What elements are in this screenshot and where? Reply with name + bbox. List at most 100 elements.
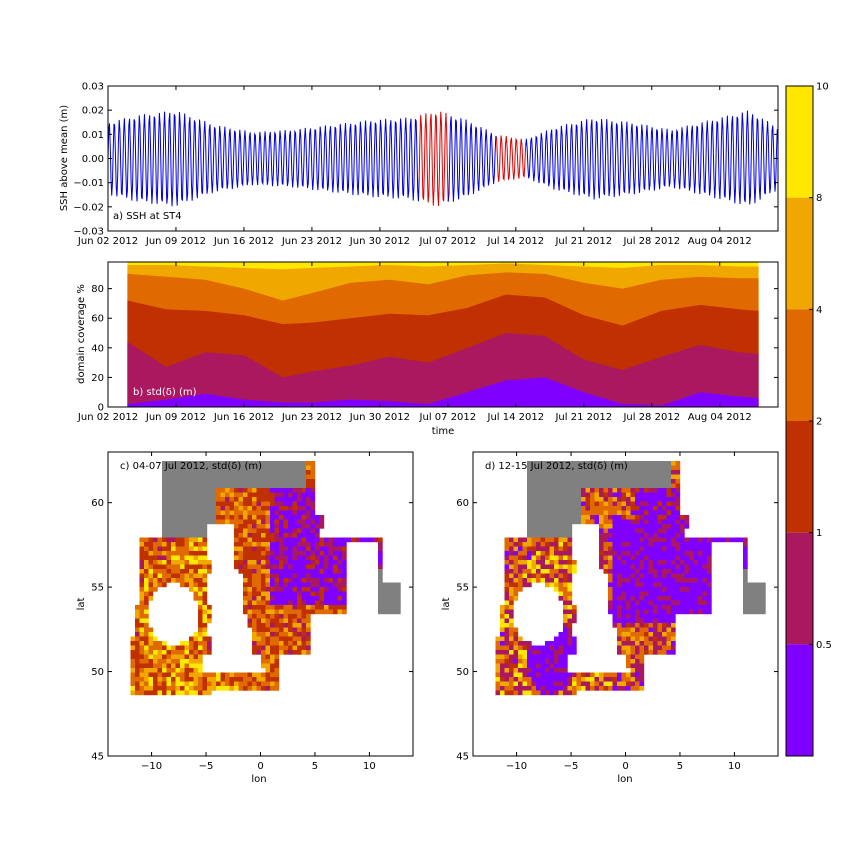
map-cell (639, 470, 645, 475)
map-cell (554, 515, 559, 520)
map-cell (549, 515, 555, 520)
map-cell (265, 515, 271, 520)
map-cell (148, 596, 154, 601)
map-cell (166, 465, 172, 471)
map-cell (558, 654, 564, 660)
map-cell (675, 537, 681, 543)
map-cell (671, 533, 676, 538)
map-cell (283, 587, 289, 592)
map-cell (135, 681, 140, 687)
map-cell (567, 636, 573, 642)
map-cell (540, 483, 546, 489)
map-cell (657, 551, 663, 556)
map-cell (585, 510, 591, 516)
map-cell (297, 582, 302, 588)
map-cell (202, 618, 208, 624)
map-cell (554, 677, 559, 682)
map-cell (252, 614, 257, 619)
map-cell (549, 641, 555, 646)
map-cell (274, 618, 280, 624)
map-cell (157, 686, 163, 691)
map-cell (310, 483, 316, 489)
map-cell (567, 560, 573, 565)
map-cell (554, 636, 559, 642)
map-cell (549, 555, 555, 561)
map-cell (243, 524, 248, 529)
map-cell (333, 605, 338, 610)
map-cell (756, 582, 762, 588)
map-cell (644, 465, 649, 471)
map-cell (265, 483, 271, 489)
map-cell (198, 659, 203, 664)
map-cell (653, 470, 658, 475)
map-cell (567, 501, 573, 507)
map-cell (229, 686, 235, 691)
map-cell (558, 681, 564, 687)
map-cell (256, 677, 262, 682)
map-cell (234, 515, 239, 520)
map-cell (171, 668, 176, 673)
map-cell (500, 654, 505, 660)
map-cell (391, 600, 397, 606)
map-cell (274, 542, 280, 547)
map-cell (644, 492, 649, 498)
map-cell (297, 560, 302, 565)
map-cell (653, 605, 658, 610)
map-cell (301, 479, 307, 484)
xtick-label: Jul 07 2012 (419, 236, 477, 247)
map-cell (617, 582, 622, 588)
map-cell (198, 524, 203, 529)
map-cell (297, 528, 302, 534)
map-cell (310, 546, 316, 552)
map-cell (666, 618, 672, 624)
map-cell (509, 681, 514, 687)
map-cell (536, 551, 541, 556)
map-cell (319, 551, 325, 556)
map-cell (666, 497, 672, 502)
map-cell (198, 600, 203, 606)
map-cell (193, 591, 199, 597)
map-cell (202, 645, 208, 651)
map-cell (513, 659, 519, 664)
map-cell (599, 479, 604, 484)
map-cell (202, 614, 208, 619)
map-cell (301, 506, 307, 511)
map-cell (657, 596, 663, 601)
map-cell (698, 600, 703, 606)
map-cell (644, 483, 649, 489)
map-cell (139, 614, 145, 619)
map-cell (522, 560, 528, 565)
map-cell (162, 551, 167, 556)
map-cell (554, 659, 559, 664)
map-cell (698, 555, 703, 561)
map-cell (626, 569, 631, 574)
map-cell (211, 492, 217, 498)
map-cell (292, 645, 298, 651)
map-cell (689, 605, 694, 610)
map-cell (558, 686, 564, 691)
map-cell (531, 668, 537, 673)
map-cell (689, 551, 694, 556)
map-cell (635, 632, 640, 637)
map-cell (292, 483, 298, 489)
map-cell (621, 470, 627, 475)
map-cell (171, 497, 176, 502)
map-cell (527, 564, 532, 570)
map-cell (743, 596, 748, 601)
map-cell (247, 501, 253, 507)
map-cell (198, 533, 203, 538)
map-cell (139, 560, 145, 565)
colorbar-tick-label: 8 (816, 193, 822, 204)
map-cell (333, 591, 338, 597)
map-cell (310, 564, 316, 570)
map-cell (256, 488, 262, 493)
map-cell (630, 654, 636, 660)
map-cell (342, 600, 347, 606)
map-cell (396, 587, 401, 592)
map-cell (675, 555, 681, 561)
map-cell (166, 659, 172, 664)
map-cell (599, 506, 604, 511)
map-cell (306, 497, 311, 502)
map-cell (247, 564, 253, 570)
map-cell (536, 573, 541, 579)
